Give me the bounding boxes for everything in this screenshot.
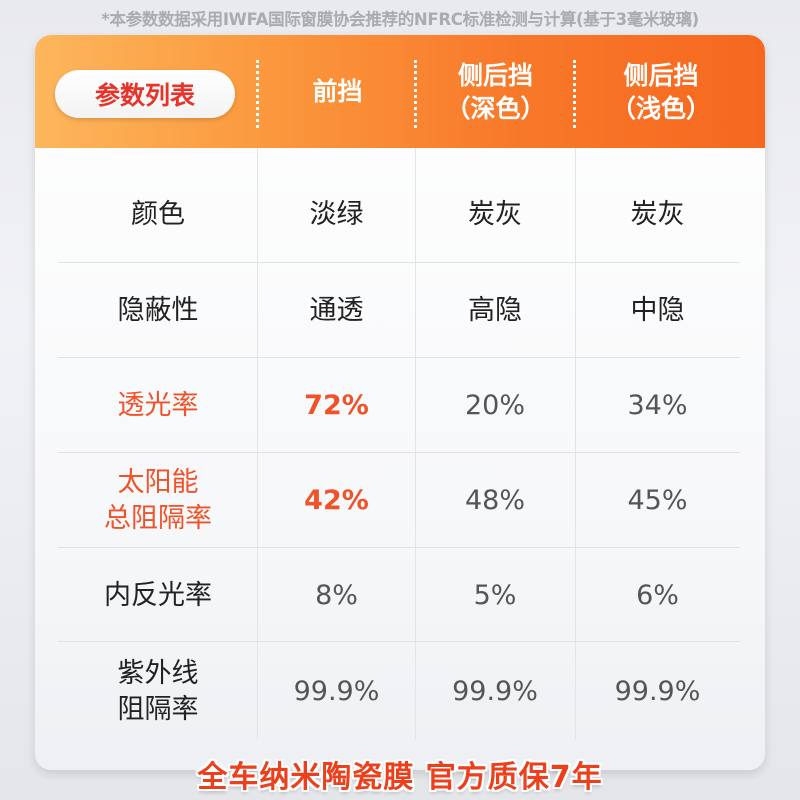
column-header-side-light: 侧后挡 （浅色） bbox=[576, 35, 746, 148]
row-label: 透光率 bbox=[117, 389, 199, 421]
table-row-interior-reflectance: 内反光率 8% 5% 6% bbox=[58, 547, 740, 643]
cell-value: 中隐 bbox=[630, 294, 685, 326]
table-row-color: 颜色 淡绿 炭灰 炭灰 bbox=[58, 167, 740, 262]
divider bbox=[414, 60, 417, 128]
table-header: 参数列表 前挡 侧后挡 （深色） 侧后挡 （浅色） bbox=[35, 35, 765, 148]
table-row-uv-rejection: 紫外线 阻隔率 99.9% 99.9% 99.9% bbox=[58, 641, 740, 741]
cell-value: 8% bbox=[315, 579, 358, 611]
cell-value: 99.9% bbox=[452, 675, 538, 707]
column-header-line: 侧后挡 bbox=[623, 60, 699, 90]
column-header-line: （深色） bbox=[445, 93, 546, 123]
cell-value: 炭灰 bbox=[630, 198, 685, 230]
column-header-line: （浅色） bbox=[610, 93, 711, 123]
row-label: 颜色 bbox=[131, 198, 185, 230]
cell-value: 42% bbox=[304, 484, 369, 516]
cell-value: 99.9% bbox=[293, 675, 380, 707]
cell-value: 48% bbox=[464, 484, 525, 516]
column-header-line: 侧后挡 bbox=[457, 60, 533, 90]
cell-value: 淡绿 bbox=[309, 198, 364, 230]
row-label: 紫外线 阻隔率 bbox=[117, 657, 199, 725]
column-divider bbox=[575, 148, 576, 740]
disclaimer-note: *本参数数据采用IWFA国际窗膜协会推荐的NFRC标准检测与计算(基于3毫米玻璃… bbox=[101, 10, 699, 29]
row-label: 内反光率 bbox=[104, 579, 212, 611]
divider bbox=[256, 60, 259, 128]
cell-value: 34% bbox=[627, 389, 688, 421]
cell-value: 6% bbox=[636, 579, 679, 611]
column-divider bbox=[415, 148, 416, 740]
cell-value: 99.9% bbox=[614, 675, 701, 707]
table-row-solar-rejection: 太阳能 总阻隔率 42% 48% 45% bbox=[58, 452, 740, 548]
cell-value: 5% bbox=[473, 579, 517, 611]
column-divider bbox=[257, 148, 258, 740]
row-label: 隐蔽性 bbox=[117, 294, 199, 326]
promo-slogan: 全车纳米陶瓷膜 官方质保7年 bbox=[197, 760, 603, 795]
cell-value: 通透 bbox=[309, 294, 364, 326]
spec-table: 参数列表 前挡 侧后挡 （深色） 侧后挡 （浅色） 颜色 淡绿 炭灰 炭灰 隐蔽… bbox=[35, 35, 765, 770]
column-header-front: 前挡 bbox=[260, 35, 415, 148]
cell-value: 炭灰 bbox=[468, 198, 522, 230]
table-row-transmittance: 透光率 72% 20% 34% bbox=[58, 357, 740, 453]
table-row-privacy: 隐蔽性 通透 高隐 中隐 bbox=[58, 262, 740, 358]
cell-value: 20% bbox=[464, 389, 525, 421]
cell-value: 高隐 bbox=[468, 294, 522, 326]
cell-value: 72% bbox=[304, 389, 369, 421]
row-label: 太阳能 总阻隔率 bbox=[104, 466, 212, 534]
column-header-line: 前挡 bbox=[312, 77, 363, 106]
table-title: 参数列表 bbox=[55, 70, 235, 118]
column-header-side-dark: 侧后挡 （深色） bbox=[417, 35, 574, 148]
divider bbox=[573, 60, 576, 128]
cell-value: 45% bbox=[627, 484, 688, 516]
